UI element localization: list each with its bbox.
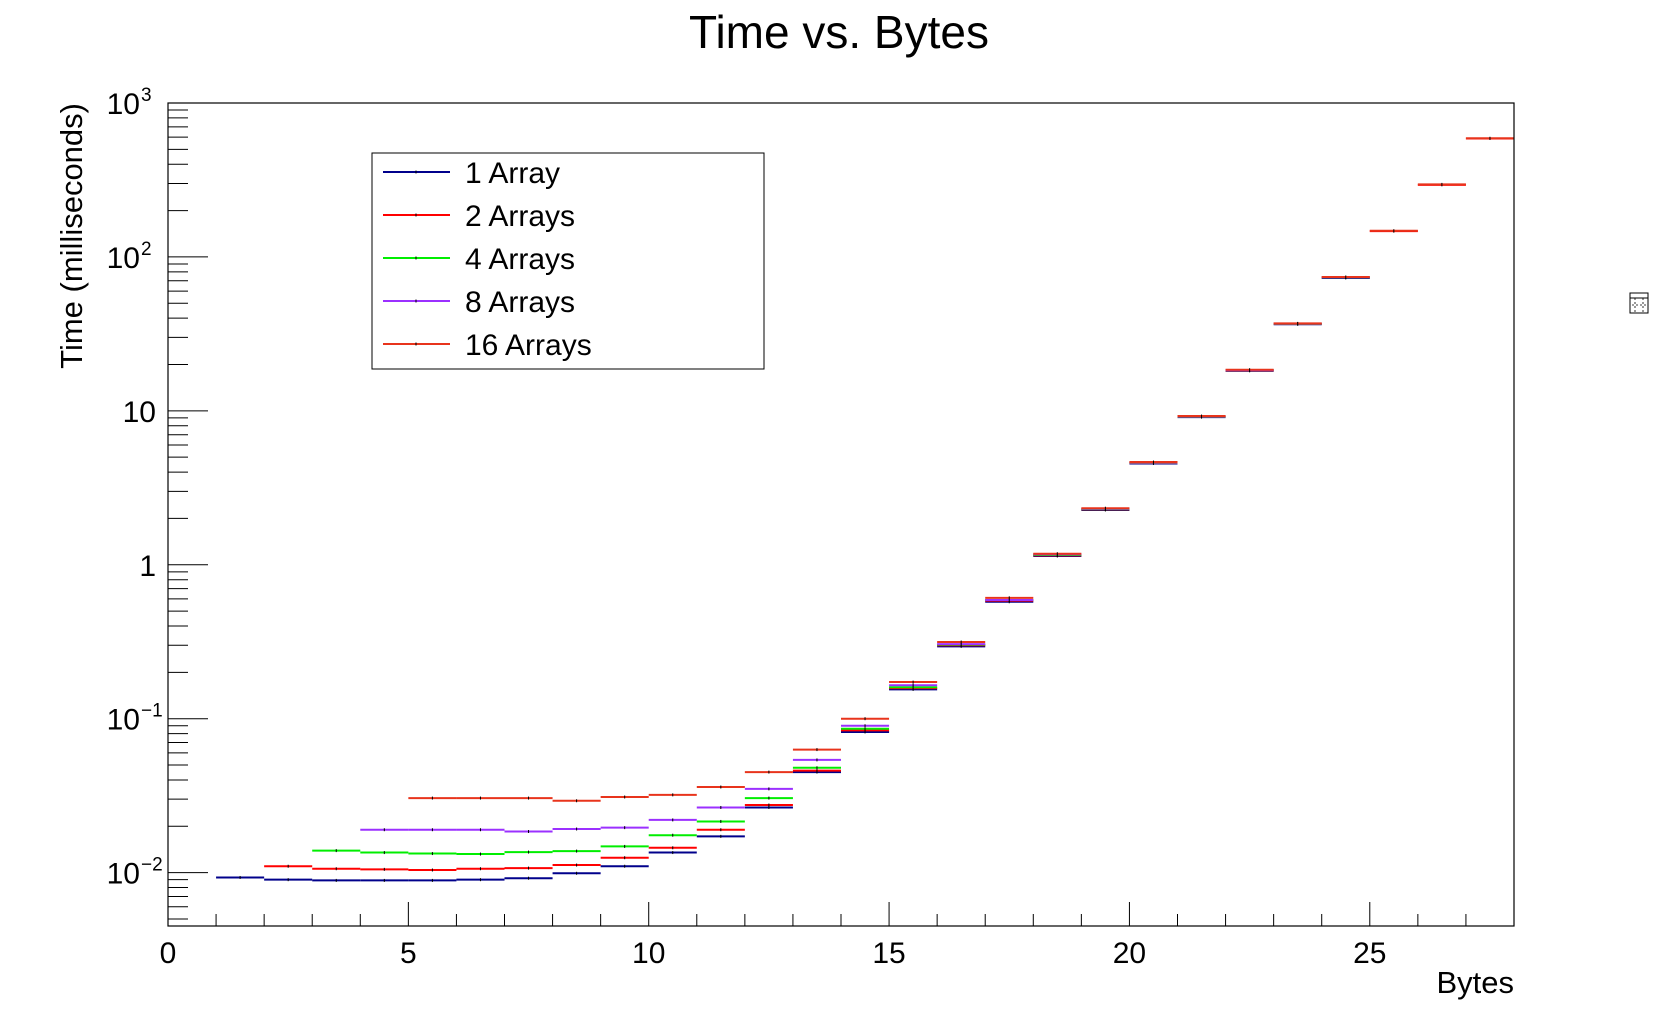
y-tick-exponent: −1 bbox=[141, 701, 163, 722]
x-tick-label: 20 bbox=[1113, 937, 1146, 970]
x-tick-label: 5 bbox=[400, 937, 417, 970]
y-tick-label: 10 bbox=[107, 858, 140, 891]
y-tick-exponent: −2 bbox=[141, 855, 163, 876]
legend-box bbox=[371, 152, 765, 370]
y-tick-label: 10 bbox=[123, 396, 156, 429]
legend-entry: 8 Arrays bbox=[465, 286, 575, 319]
y-tick-exponent: 3 bbox=[141, 85, 152, 106]
x-tick-label: 0 bbox=[160, 937, 177, 970]
plot-marks bbox=[216, 136, 1514, 882]
y-axis-label: Time (milliseconds) bbox=[54, 103, 89, 369]
legend-entry: 16 Arrays bbox=[465, 329, 592, 362]
y-tick-label: 10 bbox=[107, 704, 140, 737]
y-tick-label: 10 bbox=[107, 88, 140, 121]
x-tick-label: 10 bbox=[632, 937, 665, 970]
series-5 bbox=[408, 136, 1514, 803]
chart-title: Time vs. Bytes bbox=[689, 6, 989, 58]
y-tick-label: 1 bbox=[139, 550, 156, 583]
y-tick-label: 10 bbox=[107, 242, 140, 275]
legend-entry: 2 Arrays bbox=[465, 200, 575, 233]
legend-entry: 4 Arrays bbox=[465, 243, 575, 276]
y-tick-exponent: 2 bbox=[141, 239, 152, 260]
legend: 1 Array 2 Arrays 4 Arrays 8 Arrays 16 Arrays bbox=[371, 152, 765, 370]
canvas-editor-icon[interactable] bbox=[1629, 292, 1649, 314]
x-tick-label: 25 bbox=[1353, 937, 1386, 970]
legend-entry: 1 Array bbox=[465, 157, 560, 190]
x-axis-label: Bytes bbox=[1436, 965, 1514, 1000]
plot-frame bbox=[167, 102, 1515, 927]
x-axis: 0 5 10 15 20 25 bbox=[160, 902, 1515, 970]
x-tick-label: 15 bbox=[872, 937, 905, 970]
